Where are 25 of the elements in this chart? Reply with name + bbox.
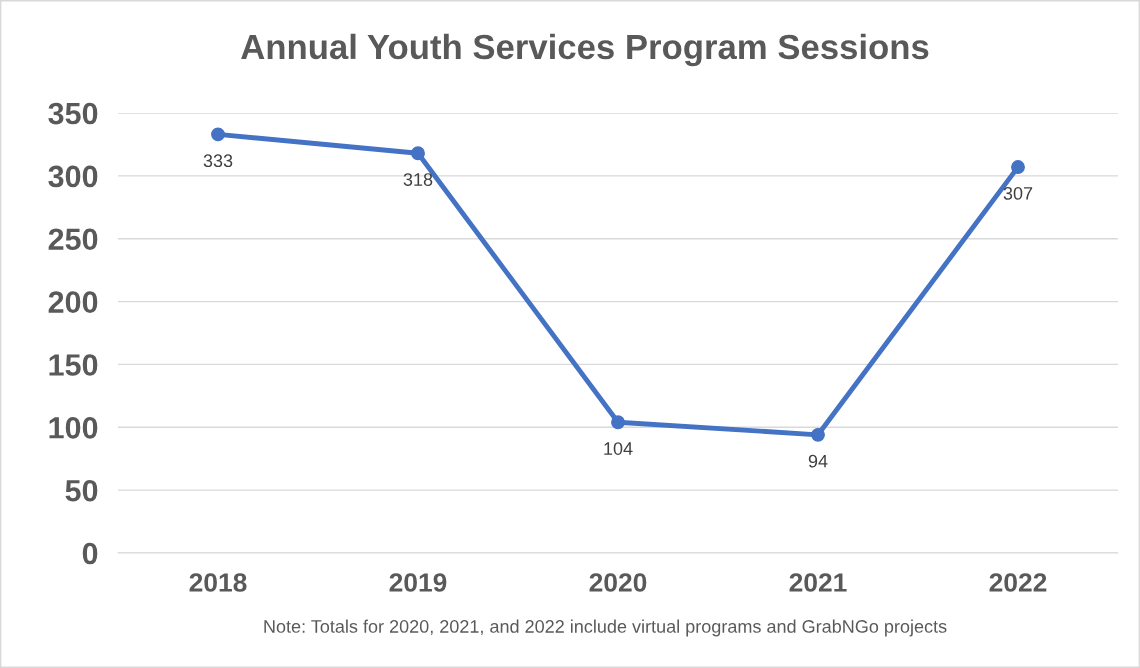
point — [211, 127, 225, 142]
text: Note: Totals for 2020, 2021, and 2022 include virtual programs and GrabNGo projects — [264, 619, 947, 637]
y-tick-label: 50 — [65, 479, 98, 502]
point — [411, 146, 425, 161]
point — [1011, 160, 1025, 175]
y-tick-label: 200 — [48, 291, 98, 313]
chart-title: Annual Youth Services Program Sessions — [241, 33, 929, 67]
y-tick-label: 350 — [48, 102, 98, 125]
x-tick-label: 2018 — [189, 573, 247, 592]
y-tick-label: 150 — [49, 354, 98, 376]
y-tick-label: 300 — [48, 165, 98, 188]
data-label: 307 — [1003, 186, 1033, 200]
y-tick-label: 250 — [48, 228, 98, 251]
point — [811, 427, 825, 442]
data-label: 104 — [604, 442, 633, 455]
data-label: 318 — [403, 173, 433, 186]
x-tick-label: 2019 — [389, 573, 447, 592]
y-tick-label: 100 — [49, 417, 98, 439]
x-tick-label: 2021 — [789, 573, 847, 592]
point — [611, 415, 625, 430]
data-label: 333 — [203, 154, 233, 168]
y-tick-label: 0 — [82, 542, 98, 565]
x-tick-label: 2022 — [989, 573, 1047, 592]
x-tick-label: 2020 — [589, 573, 647, 592]
data-label: 94 — [808, 454, 828, 468]
